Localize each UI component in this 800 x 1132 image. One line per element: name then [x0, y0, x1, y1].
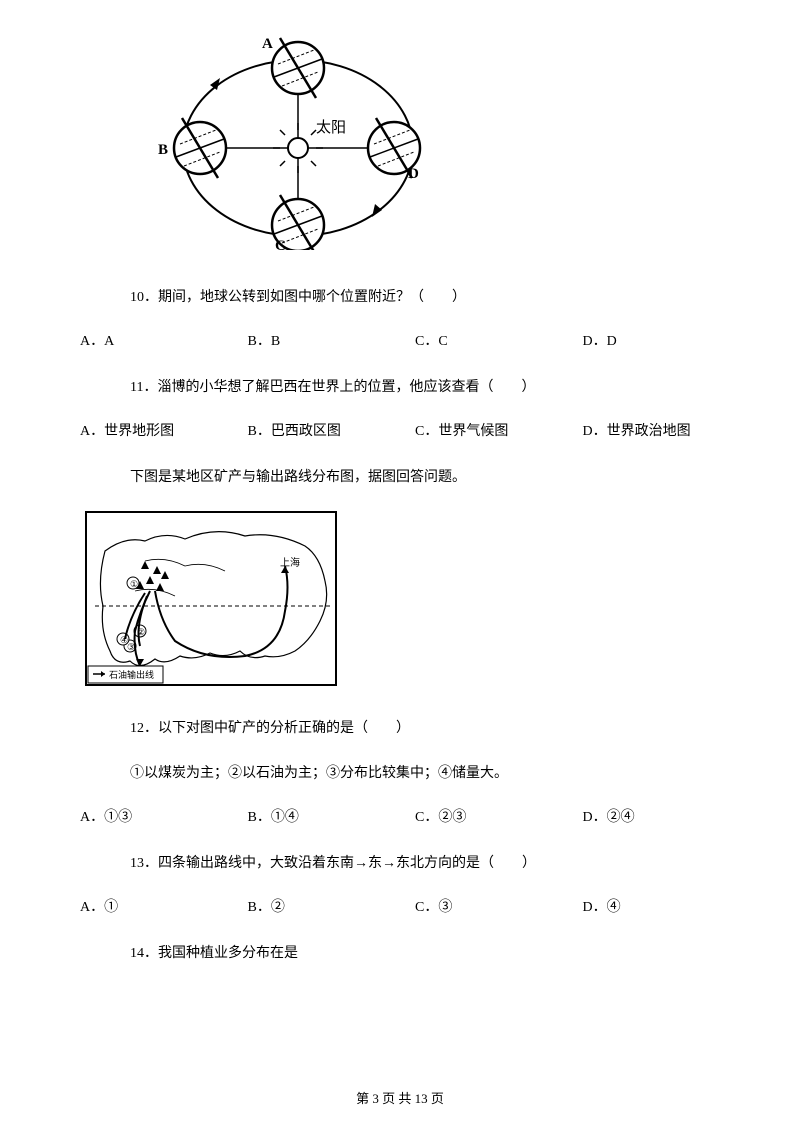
figure-map: ① ② ③ ④ 上海 石油输出线: [85, 511, 750, 691]
q11-option-a: A．世界地形图: [80, 420, 248, 440]
q12-number: 12．: [130, 721, 158, 736]
q10-option-c: C．C: [415, 330, 583, 350]
figure-orbit-diagram: A B C D 太阳: [150, 30, 750, 255]
q11-option-d: D．世界政治地图: [583, 420, 751, 440]
context-text-1: 下图是某地区矿产与输出路线分布图，据图回答问题。: [130, 465, 750, 490]
svg-text:D: D: [408, 166, 419, 182]
q13-option-c: C．③: [415, 896, 583, 916]
q10-option-d: D．D: [583, 330, 751, 350]
q11-option-b: B．巴西政区图: [248, 420, 416, 440]
svg-text:C: C: [275, 238, 286, 250]
orbit-svg: A B C D 太阳: [150, 30, 440, 250]
q10-text: 期间，地球公转到如图中哪个位置附近？（ ）: [158, 290, 466, 305]
q14-number: 14．: [130, 946, 158, 961]
question-12: 12．以下对图中矿产的分析正确的是（ ）: [130, 716, 750, 741]
q13-option-b: B．②: [248, 896, 416, 916]
q10-option-a: A．A: [80, 330, 248, 350]
q12-option-d: D．②④: [583, 806, 751, 826]
svg-text:B: B: [158, 142, 168, 158]
q12-option-a: A．①③: [80, 806, 248, 826]
q11-number: 11．: [130, 380, 157, 395]
q12-option-c: C．②③: [415, 806, 583, 826]
q13-number: 13．: [130, 856, 158, 871]
q13-option-a: A．①: [80, 896, 248, 916]
svg-text:④: ④: [120, 635, 128, 645]
svg-text:石油输出线: 石油输出线: [109, 669, 154, 680]
question-12-sub: ①以煤炭为主；②以石油为主；③分布比较集中；④储量大。: [130, 761, 750, 786]
question-11: 11．淄博的小华想了解巴西在世界上的位置，他应该查看（ ）: [130, 375, 750, 400]
q10-options: A．A B．B C．C D．D: [80, 330, 750, 350]
q10-option-b: B．B: [248, 330, 416, 350]
svg-text:上海: 上海: [280, 556, 300, 569]
q10-number: 10．: [130, 290, 158, 305]
map-svg: ① ② ③ ④ 上海 石油输出线: [85, 511, 337, 686]
svg-text:①: ①: [130, 579, 138, 589]
svg-text:A: A: [262, 36, 273, 52]
q12-text: 以下对图中矿产的分析正确的是（ ）: [158, 721, 410, 736]
q13-options: A．① B．② C．③ D．④: [80, 896, 750, 916]
question-10: 10．期间，地球公转到如图中哪个位置附近？（ ）: [130, 285, 750, 310]
svg-text:太阳: 太阳: [316, 119, 346, 136]
q11-text: 淄博的小华想了解巴西在世界上的位置，他应该查看（ ）: [157, 380, 535, 395]
page-footer: 第 3 页 共 13 页: [0, 1088, 800, 1107]
question-14: 14．我国种植业多分布在是: [130, 941, 750, 966]
q11-options: A．世界地形图 B．巴西政区图 C．世界气候图 D．世界政治地图: [80, 420, 750, 440]
q14-text: 我国种植业多分布在是: [158, 946, 298, 961]
q13-text: 四条输出路线中，大致沿着东南→东→东北方向的是（ ）: [158, 856, 536, 871]
q13-option-d: D．④: [583, 896, 751, 916]
q11-option-c: C．世界气候图: [415, 420, 583, 440]
question-13: 13．四条输出路线中，大致沿着东南→东→东北方向的是（ ）: [130, 851, 750, 876]
q12-options: A．①③ B．①④ C．②③ D．②④: [80, 806, 750, 826]
q12-option-b: B．①④: [248, 806, 416, 826]
